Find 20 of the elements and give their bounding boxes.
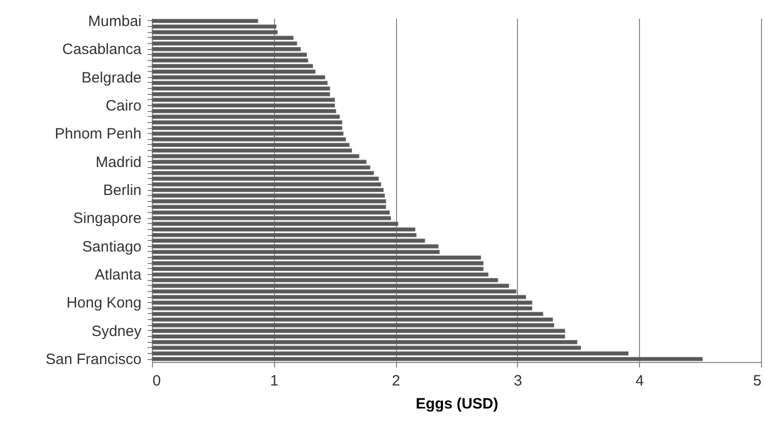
y-tick-label: Atlanta [94,266,142,284]
x-tick-label: 2 [392,372,400,390]
x-tick-label: 4 [636,372,644,390]
y-tick-label: Casablanca [62,41,142,58]
y-tick-label: San Francisco [46,351,142,368]
y-tick-label: Singapore [73,210,142,228]
y-tick-label: Madrid [96,154,142,171]
y-tick-label: Sydney [91,322,142,340]
x-axis-title: Eggs (USD) [416,396,498,412]
y-tick-label: Belgrade [81,69,142,86]
x-tick-label: 5 [753,372,762,390]
y-tick-label: Hong Kong [66,294,142,312]
y-tick-label: Mumbai [88,12,142,30]
y-tick-label: Cairo [106,97,142,114]
y-tick-label: Phnom Penh [54,126,142,143]
x-tick-label: 0 [152,372,161,390]
x-tick-label: 1 [270,372,278,390]
y-tick-label: Santiago [82,238,142,256]
y-tick-label: Berlin [103,182,142,199]
x-tick-label: 3 [514,372,522,390]
